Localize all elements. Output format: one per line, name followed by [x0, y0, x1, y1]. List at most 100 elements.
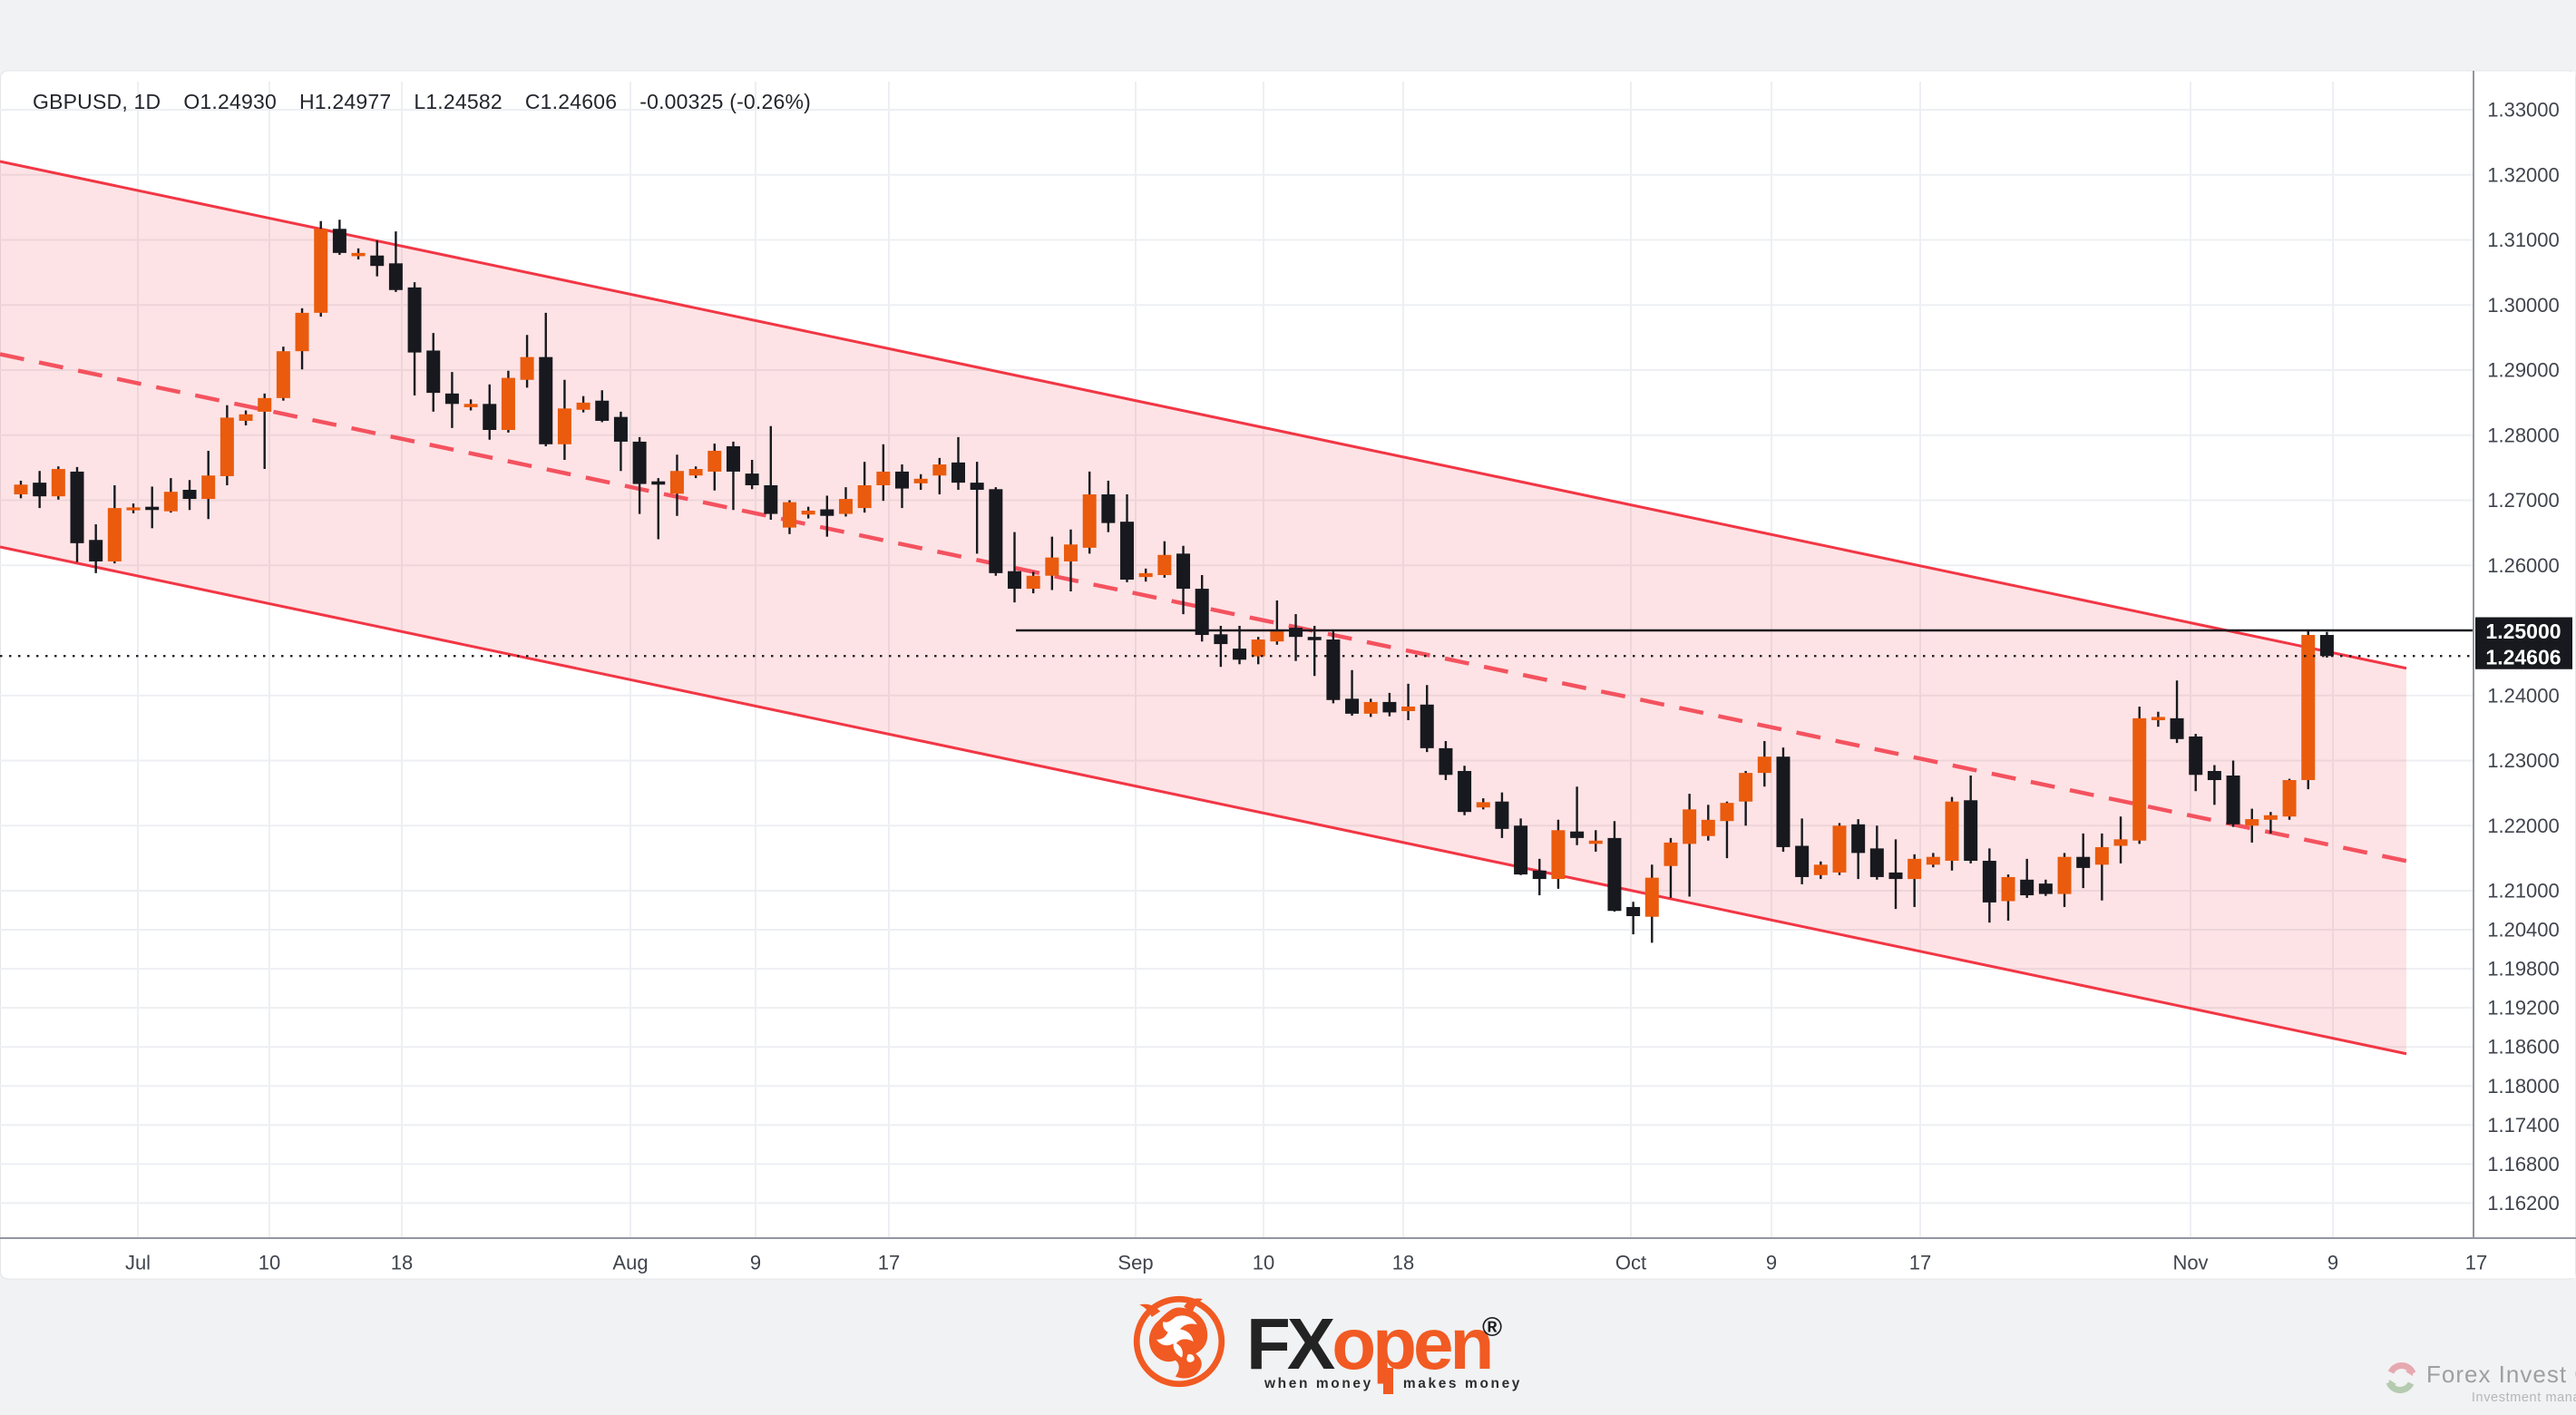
legend-symbol-interval[interactable]: GBPUSD, 1D: [33, 90, 161, 113]
candle-body-down: [483, 404, 497, 431]
candle-body-down: [595, 400, 610, 421]
candle-body-down: [726, 445, 740, 472]
candle-body-up: [576, 402, 590, 410]
last-price-label-text: 1.24606: [2485, 645, 2561, 668]
y-axis-label[interactable]: 1.21000: [2487, 880, 2560, 903]
candles: [14, 220, 2334, 943]
candle-body-down: [1851, 824, 1866, 854]
candle-body-up: [2094, 846, 2109, 865]
candle-body-down: [1233, 649, 1247, 660]
y-axis-label[interactable]: 1.27000: [2487, 489, 2560, 512]
x-axis-label[interactable]: 9: [750, 1252, 761, 1274]
candle-body-up: [107, 508, 122, 561]
candle-body-down: [1964, 800, 1978, 861]
x-axis-label[interactable]: 10: [1253, 1252, 1274, 1274]
candle-body-up: [876, 471, 891, 485]
candle-body-down: [332, 229, 346, 253]
candle-body-up: [201, 475, 216, 500]
fxopen-open: open: [1332, 1303, 1494, 1384]
y-axis-label[interactable]: 1.28000: [2487, 424, 2560, 446]
candle-body-down: [632, 441, 647, 484]
y-axis-label[interactable]: 1.20400: [2487, 919, 2560, 942]
x-axis-label[interactable]: Nov: [2172, 1252, 2208, 1274]
candle-body-up: [557, 408, 571, 444]
candle-body-up: [351, 252, 366, 257]
y-axis-label[interactable]: 1.31000: [2487, 229, 2560, 251]
candle-body-up: [2057, 856, 2072, 894]
x-axis-label[interactable]: Jul: [125, 1252, 151, 1274]
candle-body-down: [1420, 704, 1434, 748]
axes[interactable]: 1.33000 1.32000 1.31000 1.30000 1.29000 1.280…: [0, 71, 2576, 1278]
watermark-subtitle: Investment management company: [2471, 1391, 2576, 1405]
candle-body-up: [1082, 494, 1097, 548]
candle-body-down: [2170, 717, 2184, 739]
candle-body-up: [2245, 819, 2259, 826]
y-axis-label[interactable]: 1.22000: [2487, 815, 2560, 837]
candle-body-down: [1458, 770, 1472, 813]
candle-body-up: [220, 417, 234, 476]
y-axis-label[interactable]: 1.23000: [2487, 749, 2560, 772]
x-axis-label[interactable]: Aug: [612, 1252, 648, 1274]
x-axis-label[interactable]: 10: [259, 1252, 280, 1274]
candle-body-up: [314, 229, 328, 313]
candle-body-up: [669, 471, 684, 494]
candle-body-up: [2001, 876, 2015, 902]
candle-body-up: [295, 312, 309, 352]
y-axis-label[interactable]: 1.26000: [2487, 554, 2560, 577]
y-axis-label[interactable]: 1.24000: [2487, 684, 2560, 707]
candle-body-up: [1701, 819, 1715, 836]
level-line-label-text: 1.25000: [2485, 620, 2561, 643]
y-axis-label[interactable]: 1.17400: [2487, 1114, 2560, 1137]
candle-body-up: [2301, 635, 2316, 781]
candle-body-up: [1739, 773, 1753, 802]
tagline-left: when money: [1264, 1375, 1373, 1391]
y-axis-label[interactable]: 1.16200: [2487, 1192, 2560, 1215]
y-axis-label[interactable]: 1.16800: [2487, 1153, 2560, 1176]
candle-body-up: [1683, 809, 1697, 844]
candle-body-down: [989, 489, 1003, 573]
ohlc-legend[interactable]: GBPUSD, 1D O1.24930 H1.24977 L1.24582 C1…: [33, 90, 811, 114]
candle-body-up: [2151, 717, 2165, 721]
y-axis-label[interactable]: 1.18000: [2487, 1075, 2560, 1098]
price-line-drawings[interactable]: [0, 629, 2474, 658]
x-axis-label[interactable]: 9: [1766, 1252, 1777, 1274]
candle-body-up: [501, 377, 515, 431]
candle-body-up: [1401, 706, 1416, 711]
candle-body-up: [1045, 557, 1059, 576]
candle-body-down: [2319, 635, 2334, 657]
y-axis-label[interactable]: 1.30000: [2487, 294, 2560, 317]
y-axis-label[interactable]: 1.33000: [2487, 99, 2560, 122]
y-axis-label[interactable]: 1.19800: [2487, 958, 2560, 981]
candle-body-up: [1064, 544, 1078, 561]
candle-body-up: [1908, 858, 1922, 880]
candle-body-up: [1551, 830, 1566, 880]
candle-body-down: [89, 540, 103, 561]
y-axis-label[interactable]: 1.18600: [2487, 1036, 2560, 1059]
candle-body-up: [14, 484, 28, 495]
x-axis-label[interactable]: 18: [1392, 1252, 1414, 1274]
tagline-right: makes money: [1402, 1375, 1523, 1391]
x-axis-label[interactable]: 17: [878, 1252, 900, 1274]
candle-body-down: [1008, 571, 1022, 590]
x-axis-label[interactable]: 9: [2327, 1252, 2338, 1274]
candle-body-up: [2263, 815, 2278, 820]
level-line-label: [2475, 617, 2572, 644]
candle-body-down: [2226, 776, 2240, 825]
candle-body-down: [1514, 825, 1528, 875]
x-axis-label[interactable]: 17: [2465, 1252, 2487, 1274]
x-axis-label[interactable]: 17: [1909, 1252, 1931, 1274]
x-axis-label[interactable]: Oct: [1615, 1252, 1646, 1274]
x-axis-label[interactable]: 18: [391, 1252, 413, 1274]
candle-body-down: [1626, 906, 1641, 916]
candle-body-up: [1138, 572, 1153, 578]
candle-body-up: [1832, 825, 1847, 873]
x-axis-label[interactable]: Sep: [1117, 1252, 1153, 1274]
fxopen-tagline: when money makes money: [1264, 1368, 1523, 1394]
y-axis-label[interactable]: 1.29000: [2487, 359, 2560, 382]
candle-body-down: [613, 416, 628, 442]
y-axis-label[interactable]: 1.19200: [2487, 997, 2560, 1020]
y-axis-area: [2474, 72, 2575, 1278]
y-axis-label[interactable]: 1.32000: [2487, 163, 2560, 186]
candle-body-down: [1382, 701, 1397, 713]
